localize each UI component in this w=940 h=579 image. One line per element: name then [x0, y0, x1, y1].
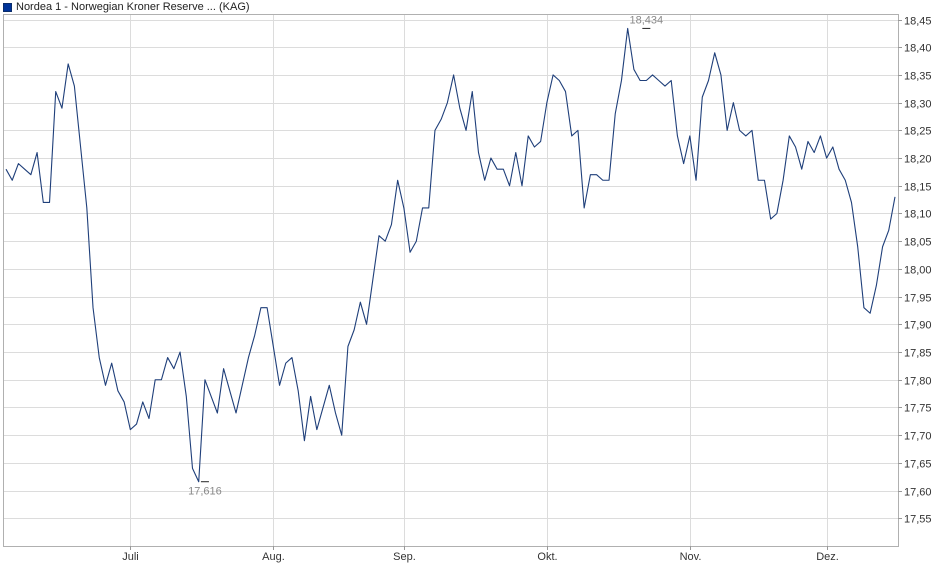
x-tick-label: Nov.: [680, 551, 702, 563]
chart-grid: [3, 14, 898, 546]
y-axis-ticks: 18,45 18,40 18,35 18,30 18,25 18,20 18,15 18,10…: [898, 16, 932, 526]
y-tick-label: 17,95: [904, 293, 932, 305]
y-tick-label: 18,40: [904, 43, 932, 55]
y-tick-label: 17,75: [904, 403, 932, 415]
y-tick-label: 17,65: [904, 459, 932, 471]
y-tick-label: 18,10: [904, 209, 932, 221]
series-line: [5, 27, 896, 483]
y-tick-label: 17,60: [904, 487, 932, 499]
y-tick-label: 18,35: [904, 71, 932, 83]
plot-border: [3, 14, 899, 547]
plot-frame: [3, 14, 899, 547]
x-tick-label: Okt.: [537, 551, 557, 563]
legend-label: Nordea 1 - Norwegian Kroner Reserve ... …: [16, 1, 250, 13]
y-tick-label: 17,85: [904, 348, 932, 360]
y-tick-label: 18,15: [904, 182, 932, 194]
annotation-layer: 18,434 17,616: [188, 14, 663, 497]
y-tick-label: 18,30: [904, 99, 932, 111]
x-axis-ticks: Juli Aug. Sep. Okt. Nov. Dez.: [122, 546, 839, 563]
y-tick-label: 18,45: [904, 16, 932, 28]
legend-swatch: [3, 2, 12, 12]
series-layer: [5, 27, 896, 483]
y-tick-label: 18,00: [904, 265, 932, 277]
x-tick-label: Dez.: [816, 551, 839, 563]
y-tick-label: 17,55: [904, 514, 932, 526]
x-tick-label: Juli: [122, 551, 139, 563]
y-tick-label: 18,25: [904, 126, 932, 138]
extreme-label: 17,616: [188, 486, 222, 498]
y-tick-label: 17,80: [904, 376, 932, 388]
extreme-label: 18,434: [630, 14, 664, 26]
x-tick-label: Sep.: [393, 551, 416, 563]
y-tick-label: 18,05: [904, 237, 932, 249]
y-tick-label: 17,90: [904, 320, 932, 332]
chart-legend: Nordea 1 - Norwegian Kroner Reserve ... …: [3, 0, 250, 14]
y-tick-label: 17,70: [904, 431, 932, 443]
y-tick-label: 18,20: [904, 154, 932, 166]
x-tick-label: Aug.: [262, 551, 285, 563]
